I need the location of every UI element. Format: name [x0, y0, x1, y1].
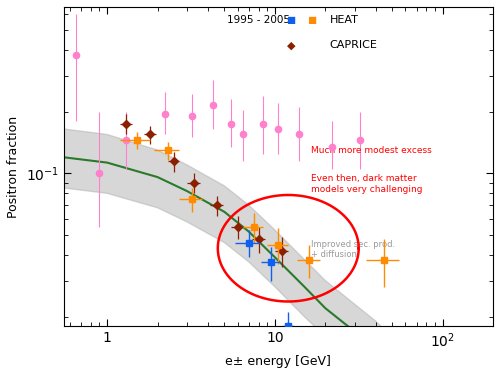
- X-axis label: e± energy [GeV]: e± energy [GeV]: [226, 355, 331, 368]
- Text: CAPRICE: CAPRICE: [330, 40, 378, 51]
- Text: Improved sec. prod.
+ diffusion: Improved sec. prod. + diffusion: [310, 240, 394, 259]
- Text: HEAT: HEAT: [330, 15, 358, 25]
- Text: ◆: ◆: [287, 40, 296, 51]
- Text: ◼: ◼: [287, 15, 296, 25]
- Text: 1995 - 2005: 1995 - 2005: [227, 15, 290, 25]
- Text: Even then, dark matter
models very challenging: Even then, dark matter models very chall…: [310, 174, 422, 194]
- Text: ◼: ◼: [308, 15, 318, 25]
- Text: Much more modest excess: Much more modest excess: [310, 146, 432, 155]
- Y-axis label: Positron fraction: Positron fraction: [7, 116, 20, 218]
